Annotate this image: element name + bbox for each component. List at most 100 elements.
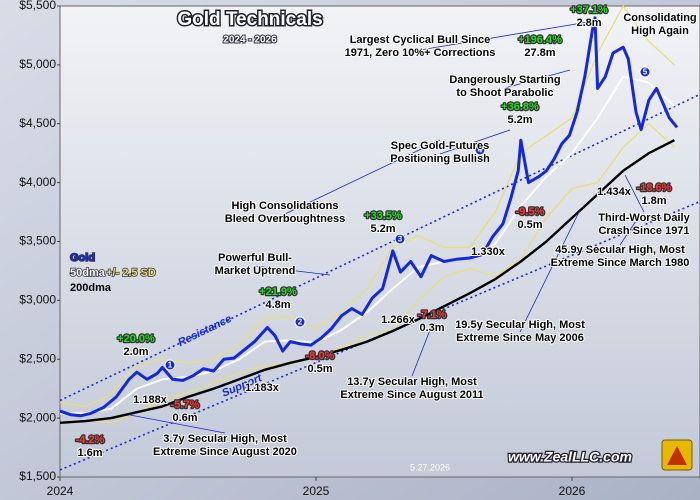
annotation: Dangerously Starting xyxy=(449,74,560,86)
website: www.ZealLLC.com xyxy=(508,449,632,465)
annotation: 5.2m xyxy=(370,223,395,235)
annotation: 3.7y Secular High, Most xyxy=(163,433,287,445)
annotation: Extreme Since August 2020 xyxy=(153,446,297,458)
annotation: Largest Cyclical Bull Since xyxy=(350,34,491,46)
logo-icon xyxy=(667,446,687,465)
annotation: 1.330x xyxy=(471,246,506,258)
series-line-lower xyxy=(59,123,675,424)
marker-label: 2 xyxy=(298,318,303,327)
chart-title: Gold Technicals xyxy=(177,9,322,30)
annotation: Extreme Since May 2006 xyxy=(456,332,584,344)
annotation: Third-Worst Daily xyxy=(598,212,690,224)
annotation: Positioning Bullish xyxy=(390,153,490,165)
annotation: 27.8m xyxy=(524,47,555,59)
marker-label: 4 xyxy=(478,146,483,155)
annotation: +37.1% xyxy=(570,4,608,16)
annotation: +33.5% xyxy=(364,210,402,222)
annotation: High Again xyxy=(631,25,689,37)
series-line xyxy=(59,139,675,424)
y-tick-label: $2,500 xyxy=(19,351,56,365)
connector xyxy=(284,139,441,215)
annotation: +196.4% xyxy=(518,34,562,46)
connector xyxy=(504,69,571,89)
y-tick-label: $4,000 xyxy=(19,175,56,189)
marker-label: 5 xyxy=(643,68,648,77)
legend-label: +/- 2.5 SD xyxy=(106,267,156,279)
annotation: +21.9% xyxy=(259,286,297,298)
y-tick-label: $5,000 xyxy=(19,57,56,71)
annotation: -5.7% xyxy=(171,399,200,411)
annotation: 1.434x xyxy=(597,186,632,198)
annotation: 13.7y Secular High, Most xyxy=(347,376,477,388)
y-tick-label: $2,000 xyxy=(19,410,56,424)
x-tick-label: 2024 xyxy=(47,484,74,498)
series-line xyxy=(59,5,675,407)
annotation: Market Uptrend xyxy=(215,265,296,277)
annotation: 19.5y Secular High, Most xyxy=(455,319,585,331)
y-tick-label: $3,500 xyxy=(19,234,56,248)
annotation: +20.0% xyxy=(117,333,155,345)
annotation: -4.2% xyxy=(76,434,105,446)
y-tick-label: $4,500 xyxy=(19,116,56,130)
trendline xyxy=(59,93,700,402)
connector xyxy=(411,329,431,377)
legend-label: 50dma xyxy=(70,267,106,279)
date-stamp: 5.27.2026 xyxy=(410,462,450,472)
annotation: -7.1% xyxy=(418,309,447,321)
annotation: Crash Since 1971 xyxy=(598,225,689,237)
annotation: 0.6m xyxy=(172,412,197,424)
connector xyxy=(254,265,331,276)
legend-label: Gold xyxy=(70,252,95,264)
annotation: 2.0m xyxy=(123,346,148,358)
connector xyxy=(129,414,226,434)
annotation: -18.6% xyxy=(637,182,672,194)
connector xyxy=(439,129,511,155)
annotation: 1.266x xyxy=(381,314,416,326)
marks xyxy=(57,5,700,481)
annotation: +36.8% xyxy=(501,101,539,113)
labels: Gold Technicals 2024 - 2026 5.27.2026 ww… xyxy=(19,0,697,498)
marker-circle xyxy=(294,316,306,328)
annotation: Consolidating xyxy=(623,12,696,24)
marker-label: 3 xyxy=(398,235,403,244)
annotation: Powerful Bull- xyxy=(218,252,292,264)
connector xyxy=(624,174,645,213)
marker-circle xyxy=(474,144,486,156)
connector xyxy=(419,19,601,51)
annotation: Bleed Overboughtness xyxy=(225,213,345,225)
annotation: 1.188x xyxy=(133,394,168,406)
x-tick-label: 2026 xyxy=(559,484,586,498)
annotation: Extreme Since August 2011 xyxy=(340,389,483,401)
annotation: 0.5m xyxy=(517,219,542,231)
annotation: 2.8m xyxy=(576,17,601,29)
annotation: 1.8m xyxy=(641,195,666,207)
series-line xyxy=(60,75,676,415)
annotation: 0.3m xyxy=(419,322,444,334)
annotation: 0.5m xyxy=(307,363,332,375)
connector xyxy=(519,209,581,333)
annotation: 1.6m xyxy=(77,447,102,459)
annotation: 4.8m xyxy=(265,299,290,311)
y-tick-label: $3,000 xyxy=(19,293,56,307)
annotation: Extreme Since March 1980 xyxy=(551,257,690,269)
trendline xyxy=(59,200,700,471)
annotation: 45.9y Secular High, Most xyxy=(555,244,685,256)
annotation: 5.2m xyxy=(507,114,532,126)
y-tick-label: $5,500 xyxy=(19,0,56,12)
legend-label: 200dma xyxy=(70,282,112,294)
marker-label: 1 xyxy=(168,361,173,370)
marker-circle xyxy=(164,359,176,371)
x-tick-label: 2025 xyxy=(303,484,330,498)
chart-subtitle: 2024 - 2026 xyxy=(223,35,277,46)
annotation: 1.183x xyxy=(245,382,280,394)
annotation: -8.0% xyxy=(306,350,335,362)
marker-circle xyxy=(639,66,651,78)
y-tick-label: $1,500 xyxy=(19,469,56,483)
annotation: -9.5% xyxy=(516,206,545,218)
marker-circle xyxy=(394,233,406,245)
annotation: Spec Gold-Futures xyxy=(391,140,489,152)
annotation: 1971, Zero 10%+ Corrections xyxy=(345,47,496,59)
annotation: High Consolidations xyxy=(232,200,339,212)
series-line xyxy=(59,16,679,418)
